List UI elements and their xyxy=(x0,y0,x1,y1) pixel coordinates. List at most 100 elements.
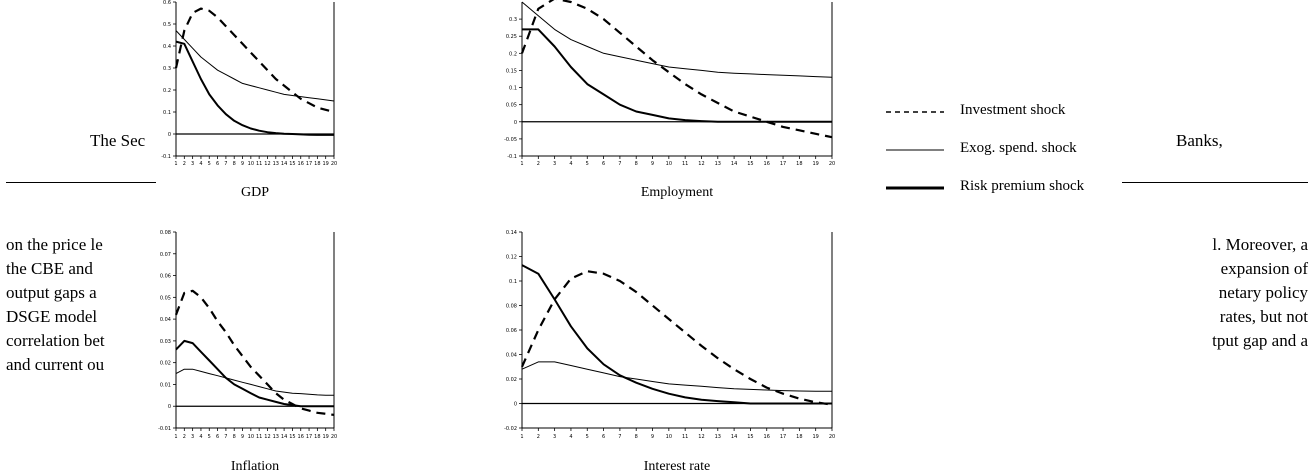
y-tick-label: 0.4 xyxy=(163,44,171,50)
x-tick-label: 8 xyxy=(635,161,638,167)
legend-swatch-thin xyxy=(886,149,944,151)
y-tick-label: 0 xyxy=(168,132,171,138)
y-tick-label: 0.04 xyxy=(506,353,517,359)
employment-chart: 0.30.250.20.150.10.050-0.05-0.11 2 3 4 5 6 7 8 9… xyxy=(504,0,835,200)
y-tick-label: 0 xyxy=(168,404,171,410)
y-tick-label: 0.06 xyxy=(160,274,171,280)
chart-panel-gdp: 0.6 0.5 0.4 0.3 0.2 0.1 0 -0.1 1 2 3 4 5 6 7 8 9 10 11 12 13… xyxy=(156,0,337,208)
series-line-thin xyxy=(175,368,334,396)
x-tick-label: 1 xyxy=(174,434,177,440)
x-tick-label: 7 xyxy=(224,434,227,440)
x-tick-label: 20 xyxy=(829,434,835,440)
x-tick-label: 20 xyxy=(331,434,337,440)
x-tick-label: 8 xyxy=(233,434,236,440)
y-tick-label: -0.1 xyxy=(507,154,517,160)
x-tick-label: 16 xyxy=(764,434,770,440)
y-tick-label: -0.01 xyxy=(158,426,171,432)
y-tick-label: 0.1 xyxy=(509,279,517,285)
chart-panel-employment: 0.3 0.25 0.2 0.15 0.1 0.05 0 -0.05 -0.1 1 2 3 4 5 6 7 8 9… xyxy=(492,0,844,208)
body-line-left-5: correlation bet xyxy=(6,331,105,350)
y-tick-label: 0.12 xyxy=(506,255,517,261)
x-tick-label: 7 xyxy=(224,161,227,167)
x-tick-label: 10 xyxy=(248,161,254,167)
x-tick-label: 12 xyxy=(698,161,704,167)
chart-panel-interest-rate: 0.14 0.12 0.1 0.08 0.06 0.04 0.02 0 -0.02 1 2 3 4 5 6 7… xyxy=(492,226,844,476)
series-line-thick xyxy=(522,28,832,123)
x-tick-label: 5 xyxy=(208,434,211,440)
x-tick-label: 16 xyxy=(764,161,770,167)
x-tick-label: 17 xyxy=(306,434,312,440)
y-tick-label: 0.02 xyxy=(160,361,171,367)
x-tick-label: 18 xyxy=(796,161,802,167)
x-tick-label: 8 xyxy=(233,161,236,167)
x-tick-label: 14 xyxy=(281,434,287,440)
body-line-left-1: on the price le xyxy=(6,235,103,254)
series-line-dashed xyxy=(520,270,833,406)
x-tick-label: 13 xyxy=(715,161,721,167)
x-tick-label: 1 xyxy=(520,434,523,440)
x-tick-label: 9 xyxy=(241,434,244,440)
y-tick-label: -0.1 xyxy=(161,154,171,160)
x-tick-label: 17 xyxy=(306,161,312,167)
y-tick-label: 0.05 xyxy=(506,103,517,109)
x-tick-label: 13 xyxy=(715,434,721,440)
y-tick-label: -0.05 xyxy=(504,137,517,143)
x-tick-label: 2 xyxy=(183,434,186,440)
x-tick-label: 18 xyxy=(796,434,802,440)
x-tick-label: 3 xyxy=(553,161,556,167)
interest-rate-chart: 0.140.120.10.080.060.040.020-0.021 2 3 4 5 6 7… xyxy=(504,230,835,474)
chart-title: Employment xyxy=(641,185,713,200)
x-tick-label: 19 xyxy=(812,434,818,440)
x-tick-label: 2 xyxy=(537,434,540,440)
x-tick-label: 3 xyxy=(553,434,556,440)
series-line-thick xyxy=(175,339,334,408)
body-line-right-5: tput gap and a xyxy=(1212,331,1308,350)
body-line-left-2: the CBE and xyxy=(6,259,93,278)
chart-title: GDP xyxy=(241,185,269,200)
y-tick-label: 0.6 xyxy=(163,0,171,6)
x-tick-label: 11 xyxy=(256,434,262,440)
y-tick-label: 0.05 xyxy=(160,295,171,301)
x-tick-label: 12 xyxy=(698,434,704,440)
chart-panel-inflation: 0.08 0.07 0.06 0.05 0.04 0.03 0.02 0.01 0 -0.01 1 2… xyxy=(156,226,337,476)
x-tick-label: 13 xyxy=(273,161,279,167)
legend-swatch-dashed xyxy=(886,111,944,113)
x-tick-label: 14 xyxy=(281,161,287,167)
x-tick-label: 10 xyxy=(248,434,254,440)
x-tick-label: 20 xyxy=(331,161,337,167)
x-tick-label: 4 xyxy=(199,434,202,440)
x-tick-label: 6 xyxy=(602,161,605,167)
x-tick-label: 17 xyxy=(780,161,786,167)
legend-label-investment: Investment shock xyxy=(960,102,1066,118)
x-tick-label: 7 xyxy=(618,161,621,167)
x-tick-label: 15 xyxy=(747,161,753,167)
x-tick-label: 15 xyxy=(289,434,295,440)
body-line-left-4: DSGE model xyxy=(6,307,98,326)
y-tick-label: 0.06 xyxy=(506,328,517,334)
x-tick-label: 11 xyxy=(682,434,688,440)
y-tick-label: 0.01 xyxy=(160,382,171,388)
x-tick-label: 6 xyxy=(602,434,605,440)
chart-title: Interest rate xyxy=(644,459,710,474)
x-tick-label: 19 xyxy=(812,161,818,167)
x-tick-label: 14 xyxy=(731,161,737,167)
x-tick-label: 18 xyxy=(314,434,320,440)
x-tick-label: 6 xyxy=(216,161,219,167)
body-line-right-2: expansion of xyxy=(1220,259,1308,278)
header-text-left: The Sec xyxy=(90,131,146,150)
header-rule-right xyxy=(1122,182,1308,183)
x-tick-label: 12 xyxy=(264,161,270,167)
legend-label-exog-spend: Exog. spend. shock xyxy=(960,140,1077,156)
x-tick-label: 5 xyxy=(586,434,589,440)
x-tick-label: 19 xyxy=(322,434,328,440)
x-tick-label: 19 xyxy=(322,161,328,167)
x-tick-label: 3 xyxy=(191,161,194,167)
series-line-thin xyxy=(521,361,832,392)
x-tick-label: 13 xyxy=(273,434,279,440)
y-tick-label: 0 xyxy=(514,402,517,408)
body-line-left-3: output gaps a xyxy=(6,283,97,302)
body-line-right-1: l. Moreover, a xyxy=(1212,235,1308,254)
y-tick-label: 0.2 xyxy=(509,51,517,57)
y-tick-label: 0.2 xyxy=(163,88,171,94)
x-tick-label: 14 xyxy=(731,434,737,440)
